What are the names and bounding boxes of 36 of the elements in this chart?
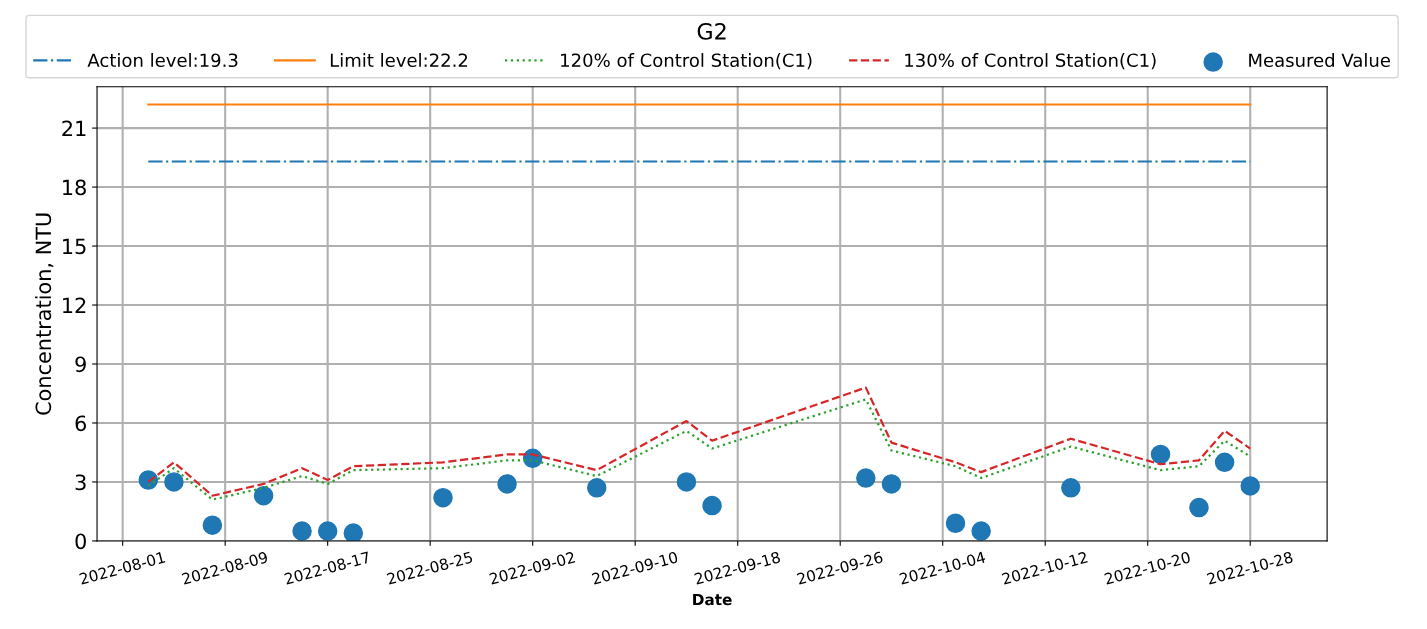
legend-label: Action level:19.3 [87,53,238,68]
y-tick-label: 3 [75,474,86,491]
point [317,521,338,541]
legend-label: 120% of Control Station(C1) [561,53,812,70]
point [1214,452,1235,473]
point [1189,497,1209,518]
point [1240,476,1260,496]
point [1150,444,1171,465]
point [971,521,991,541]
y-tick-label: 6 [75,415,86,432]
point [1061,478,1081,498]
point [945,513,966,533]
legend-label: Limit level:22.2 [330,53,468,68]
point [856,468,876,488]
point [881,474,902,494]
y-tick-label: 21 [62,120,86,136]
point [292,521,312,541]
point [202,515,223,535]
y-tick-label: 9 [75,356,86,373]
point [676,472,697,492]
point [343,523,364,541]
legend-label: Measured Value [1249,53,1390,68]
point [433,487,453,508]
point [164,472,184,492]
point [253,485,274,506]
x-axis-title: Date [693,593,732,606]
y-axis-title: Concentration, NTU [35,213,54,415]
y-tick-label: 15 [63,238,86,255]
legend-title: G2 [697,22,726,40]
y-tick-label: 18 [63,179,86,196]
point [587,478,607,498]
y-tick-label: 0 [75,533,86,550]
point [702,495,722,516]
legend-label: 130% of Control Station(C1) [905,53,1156,70]
y-tick-label: 12 [63,297,86,313]
point [497,474,517,494]
